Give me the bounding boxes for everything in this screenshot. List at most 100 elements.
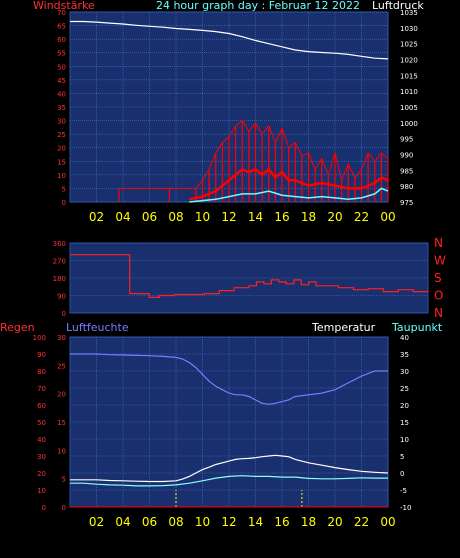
wind-axis-tick-label: 45 xyxy=(57,77,66,85)
direction-compass-label: W xyxy=(434,254,446,268)
temperature-axis-tick-label: -5 xyxy=(400,487,407,495)
pressure-line xyxy=(70,20,389,60)
wind-axis-tick-label: 15 xyxy=(57,158,66,166)
inner-axis-tick-label: 10 xyxy=(57,447,66,455)
pressure-axis-tick-label: 1030 xyxy=(400,25,418,33)
chart-title: 24 hour graph day : Februar 12 2022 xyxy=(156,0,360,12)
humidity-time-label: 00 xyxy=(380,515,395,529)
pressure-axis-tick-label: 980 xyxy=(400,183,413,191)
pressure-axis-tick-label: 995 xyxy=(400,136,413,144)
pressure-axis-tick-label: 990 xyxy=(400,152,413,160)
rain-axis-tick-label: 30 xyxy=(37,453,46,461)
direction-compass-label: S xyxy=(434,271,442,285)
inner-axis-tick-label: 5 xyxy=(62,476,66,484)
wind-axis-tick-label: 35 xyxy=(57,104,66,112)
wind-axis-tick-label: 30 xyxy=(57,118,66,126)
temperature-axis-tick-label: 30 xyxy=(400,368,409,376)
wind-axis-tick-label: 50 xyxy=(57,63,66,71)
pressure-axis-tick-label: 1035 xyxy=(400,9,418,17)
wind-time-label: 08 xyxy=(168,210,183,224)
pressure-axis-label: Luftdruck xyxy=(372,0,424,12)
wind-axis-tick-label: 40 xyxy=(57,90,66,98)
wind-time-label: 16 xyxy=(274,210,289,224)
wind-time-label: 04 xyxy=(115,210,130,224)
direction-compass-label: N xyxy=(434,306,443,320)
wind-axis-tick-label: 65 xyxy=(57,23,66,31)
pressure-axis-tick-label: 1000 xyxy=(400,120,418,128)
rain-axis-tick-label: 70 xyxy=(37,385,46,393)
humidity-temperature-panel: 0102030405060708090100051015202530-10-50… xyxy=(33,334,412,529)
inner-axis-tick-label: 25 xyxy=(57,362,66,370)
wind-axis-tick-label: 60 xyxy=(57,36,66,44)
temperature-line xyxy=(70,454,389,483)
inner-axis-tick-label: 20 xyxy=(57,391,66,399)
temperature-axis-tick-label: 20 xyxy=(400,402,409,410)
humidity-time-label: 02 xyxy=(89,515,104,529)
pressure-axis-tick-label: 975 xyxy=(400,199,413,207)
direction-axis-tick-label: 90 xyxy=(57,293,66,301)
pressure-axis-tick-label: 1025 xyxy=(400,41,418,49)
humidity-time-label: 20 xyxy=(327,515,342,529)
rain-axis-tick-label: 40 xyxy=(37,436,46,444)
pressure-axis-tick-label: 1005 xyxy=(400,104,418,112)
temperature-axis-tick-label: 25 xyxy=(400,385,409,393)
rain-axis-tick-label: 0 xyxy=(42,504,46,512)
wind-direction-line xyxy=(70,254,429,298)
wind-axis-tick-label: 0 xyxy=(62,199,66,207)
direction-axis-tick-label: 180 xyxy=(53,275,66,283)
rain-axis-tick-label: 10 xyxy=(37,487,46,495)
temperature-axis-tick-label: 40 xyxy=(400,334,409,342)
temperature-axis-tick-label: 10 xyxy=(400,436,409,444)
wind-time-label: 02 xyxy=(89,210,104,224)
humidity-time-label: 08 xyxy=(168,515,183,529)
temperature-axis-tick-label: 0 xyxy=(400,470,404,478)
wind-pressure-panel: 0510152025303540455055606570975980985990… xyxy=(57,9,418,224)
wind-axis-tick-label: 20 xyxy=(57,145,66,153)
wind-axis-tick-label: 10 xyxy=(57,172,66,180)
direction-compass-label: N xyxy=(434,236,443,250)
pressure-axis-tick-label: 1010 xyxy=(400,88,418,96)
direction-compass-label: O xyxy=(434,289,443,303)
humidity-time-label: 22 xyxy=(354,515,369,529)
humidity-time-label: 10 xyxy=(195,515,210,529)
dewpoint-line xyxy=(70,475,388,487)
rain-axis-tick-label: 50 xyxy=(37,419,46,427)
temperature-axis-tick-label: 5 xyxy=(400,453,404,461)
pressure-axis-tick-label: 985 xyxy=(400,167,413,175)
wind-average-line xyxy=(189,187,389,203)
inner-axis-tick-label: 30 xyxy=(57,334,66,342)
rain-axis-tick-label: 20 xyxy=(37,470,46,478)
humidity-time-label: 18 xyxy=(301,515,316,529)
rain-axis-tick-label: 90 xyxy=(37,351,46,359)
humidity-axis-label: Luftfeuchte xyxy=(66,321,129,334)
direction-axis-tick-label: 360 xyxy=(53,240,66,248)
gust-line xyxy=(119,119,389,189)
wind-line xyxy=(189,167,389,201)
humidity-time-label: 16 xyxy=(274,515,289,529)
temperature-axis-tick-label: -10 xyxy=(400,504,411,512)
wind-time-label: 20 xyxy=(327,210,342,224)
wind-time-label: 22 xyxy=(354,210,369,224)
wind-axis-label: Windstärke xyxy=(33,0,95,12)
direction-axis-tick-label: 270 xyxy=(53,258,66,266)
rain-axis-tick-label: 60 xyxy=(37,402,46,410)
wind-axis-tick-label: 70 xyxy=(57,9,66,17)
humidity-time-label: 04 xyxy=(115,515,130,529)
temperature-axis-tick-label: 35 xyxy=(400,351,409,359)
pressure-axis-tick-label: 1015 xyxy=(400,72,418,80)
dewpoint-axis-label: Taupunkt xyxy=(391,321,443,334)
temperature-axis-label: Temperatur xyxy=(311,321,376,334)
wind-axis-tick-label: 5 xyxy=(62,185,66,193)
wind-time-label: 06 xyxy=(142,210,157,224)
humidity-time-label: 12 xyxy=(221,515,236,529)
temperature-axis-tick-label: 15 xyxy=(400,419,409,427)
wind-time-label: 10 xyxy=(195,210,210,224)
rain-axis-tick-label: 100 xyxy=(33,334,46,342)
inner-axis-tick-label: 15 xyxy=(57,419,66,427)
humidity-line xyxy=(70,353,388,405)
inner-axis-tick-label: 0 xyxy=(62,504,66,512)
wind-time-label: 18 xyxy=(301,210,316,224)
